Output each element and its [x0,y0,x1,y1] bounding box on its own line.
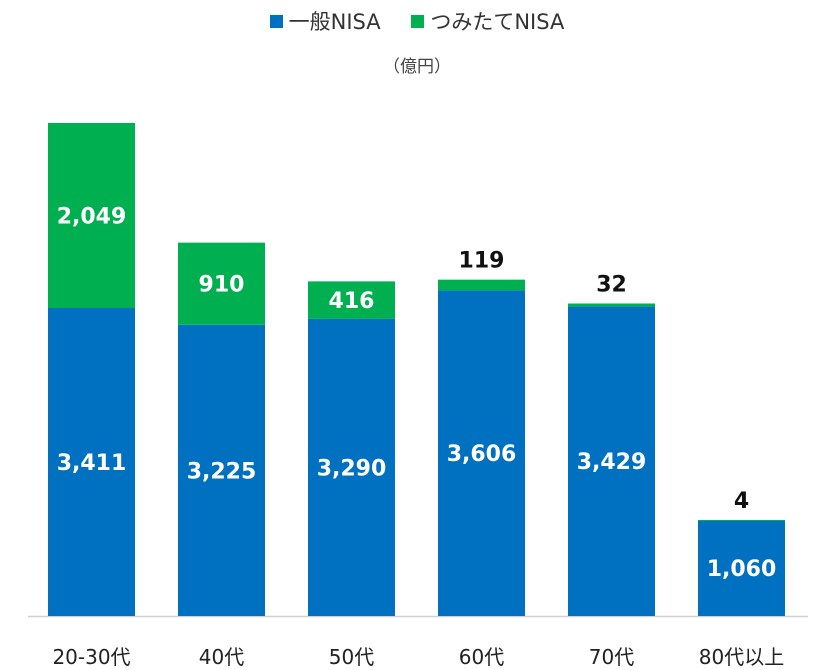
bar-general-nisa [48,308,135,616]
data-label-general-nisa: 3,606 [447,442,517,467]
bar-tsumitate-nisa [438,279,525,291]
data-label-general-nisa: 3,290 [317,456,387,481]
legend: 一般NISA つみたてNISA [0,6,834,36]
bar-tsumitate-nisa [698,519,785,521]
data-label-tsumitate-nisa: 910 [199,273,245,298]
legend-item-general-nisa: 一般NISA [269,6,381,36]
legend-label-tsumitate-nisa: つみたてNISA [430,10,565,34]
x-tick-label: 60代 [459,645,504,669]
bar-general-nisa [438,290,525,616]
bar-tsumitate-nisa [48,123,135,309]
legend-swatch-general-nisa [269,15,283,28]
bar-general-nisa [698,520,785,616]
x-tick-label: 70代 [589,645,634,669]
data-label-general-nisa: 1,060 [707,557,777,582]
bar-tsumitate-nisa [308,281,395,319]
legend-item-tsumitate-nisa: つみたてNISA [411,6,564,36]
x-tick-label: 40代 [199,645,244,669]
data-label-general-nisa: 3,411 [57,451,127,476]
bar-general-nisa [308,318,395,616]
legend-label-general-nisa: 一般NISA [288,10,381,34]
x-tick-label: 80代以上 [699,645,784,669]
data-label-general-nisa: 3,225 [187,459,257,484]
data-label-tsumitate-nisa: 2,049 [57,205,127,230]
bar-tsumitate-nisa [568,303,655,307]
x-tick-label: 20-30代 [52,645,130,669]
x-tick-label: 50代 [329,645,374,669]
data-label-tsumitate-nisa: 119 [459,249,505,274]
legend-swatch-tsumitate-nisa [411,15,425,28]
data-label-tsumitate-nisa: 32 [596,272,627,297]
data-label-tsumitate-nisa: 416 [329,289,375,314]
data-label-general-nisa: 3,429 [577,450,647,475]
data-label-tsumitate-nisa: 4 [734,489,749,514]
bar-general-nisa [568,306,655,616]
unit-label: （億円） [383,57,451,77]
bar-general-nisa [178,324,265,616]
bar-tsumitate-nisa [178,242,265,325]
